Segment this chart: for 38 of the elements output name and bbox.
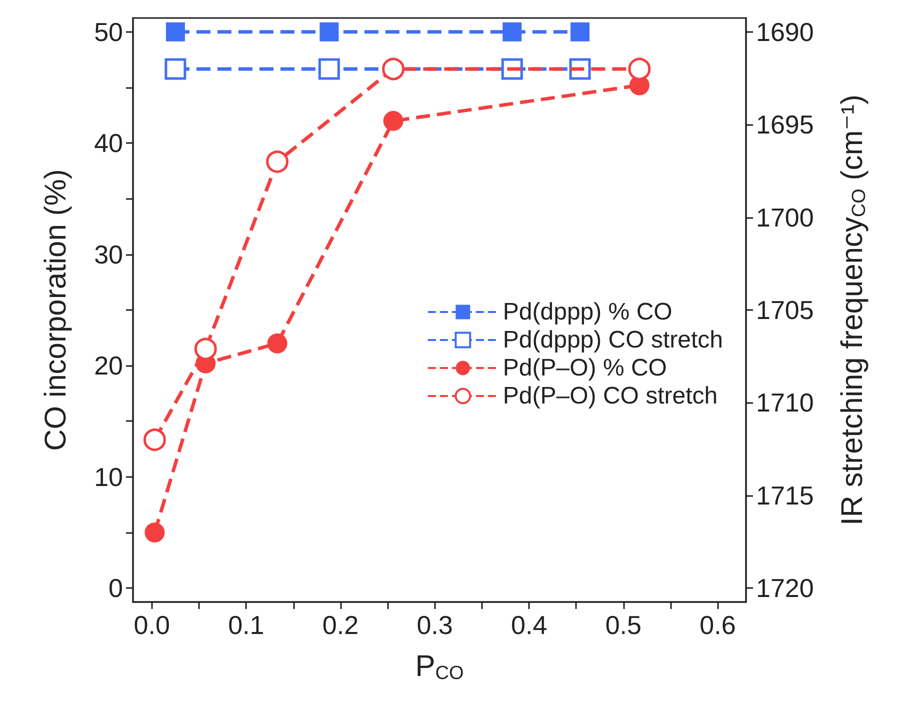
x-tick-label: 0.3: [416, 610, 453, 640]
y-tick-label: 50: [94, 16, 123, 47]
point: [318, 58, 340, 80]
x-tick-label: 0.5: [605, 610, 642, 640]
x-tick-label: 0.1: [228, 610, 264, 640]
point: [570, 22, 590, 42]
x-tick-label: 0.0: [134, 610, 170, 640]
point: [267, 333, 288, 354]
y2-axis-title: IR stretching frequencyCO (cm⁻¹): [836, 94, 870, 526]
x-tick-label: 0.2: [322, 610, 359, 640]
legend-label: Pd(P–O) CO stretch: [502, 382, 718, 410]
x-tick-label: 0.6: [700, 610, 736, 640]
y2-tick-label: 1710: [756, 388, 814, 418]
y2-tick-label: 1720: [756, 573, 814, 604]
point: [266, 150, 289, 173]
y-tick-label: 30: [94, 239, 123, 270]
y-tick-label: 20: [94, 350, 123, 381]
point: [144, 522, 165, 542]
y-tick-label: 40: [94, 128, 123, 158]
point: [383, 110, 404, 131]
y2-tick-label: 1700: [756, 202, 814, 232]
x-tick-label: 0.4: [511, 610, 548, 640]
point: [166, 22, 185, 42]
point: [164, 58, 186, 80]
y-tick-label: 10: [94, 462, 123, 492]
y2-tick-label: 1715: [756, 480, 814, 510]
y2-tick-label: 1695: [756, 110, 814, 140]
y2-tick-label: 1690: [756, 16, 814, 47]
point: [320, 22, 339, 42]
y-axis-title: CO incorporation (%): [40, 169, 72, 451]
point: [143, 428, 166, 452]
legend-label: Pd(dppp) CO stretch: [502, 326, 724, 354]
point: [382, 58, 405, 80]
legend-label: Pd(dppp) % CO: [502, 298, 672, 326]
legend-label: Pd(P–O) % CO: [502, 354, 667, 382]
point: [502, 22, 522, 42]
y-tick-label: 0: [108, 573, 123, 604]
y2-tick-label: 1705: [756, 295, 814, 325]
